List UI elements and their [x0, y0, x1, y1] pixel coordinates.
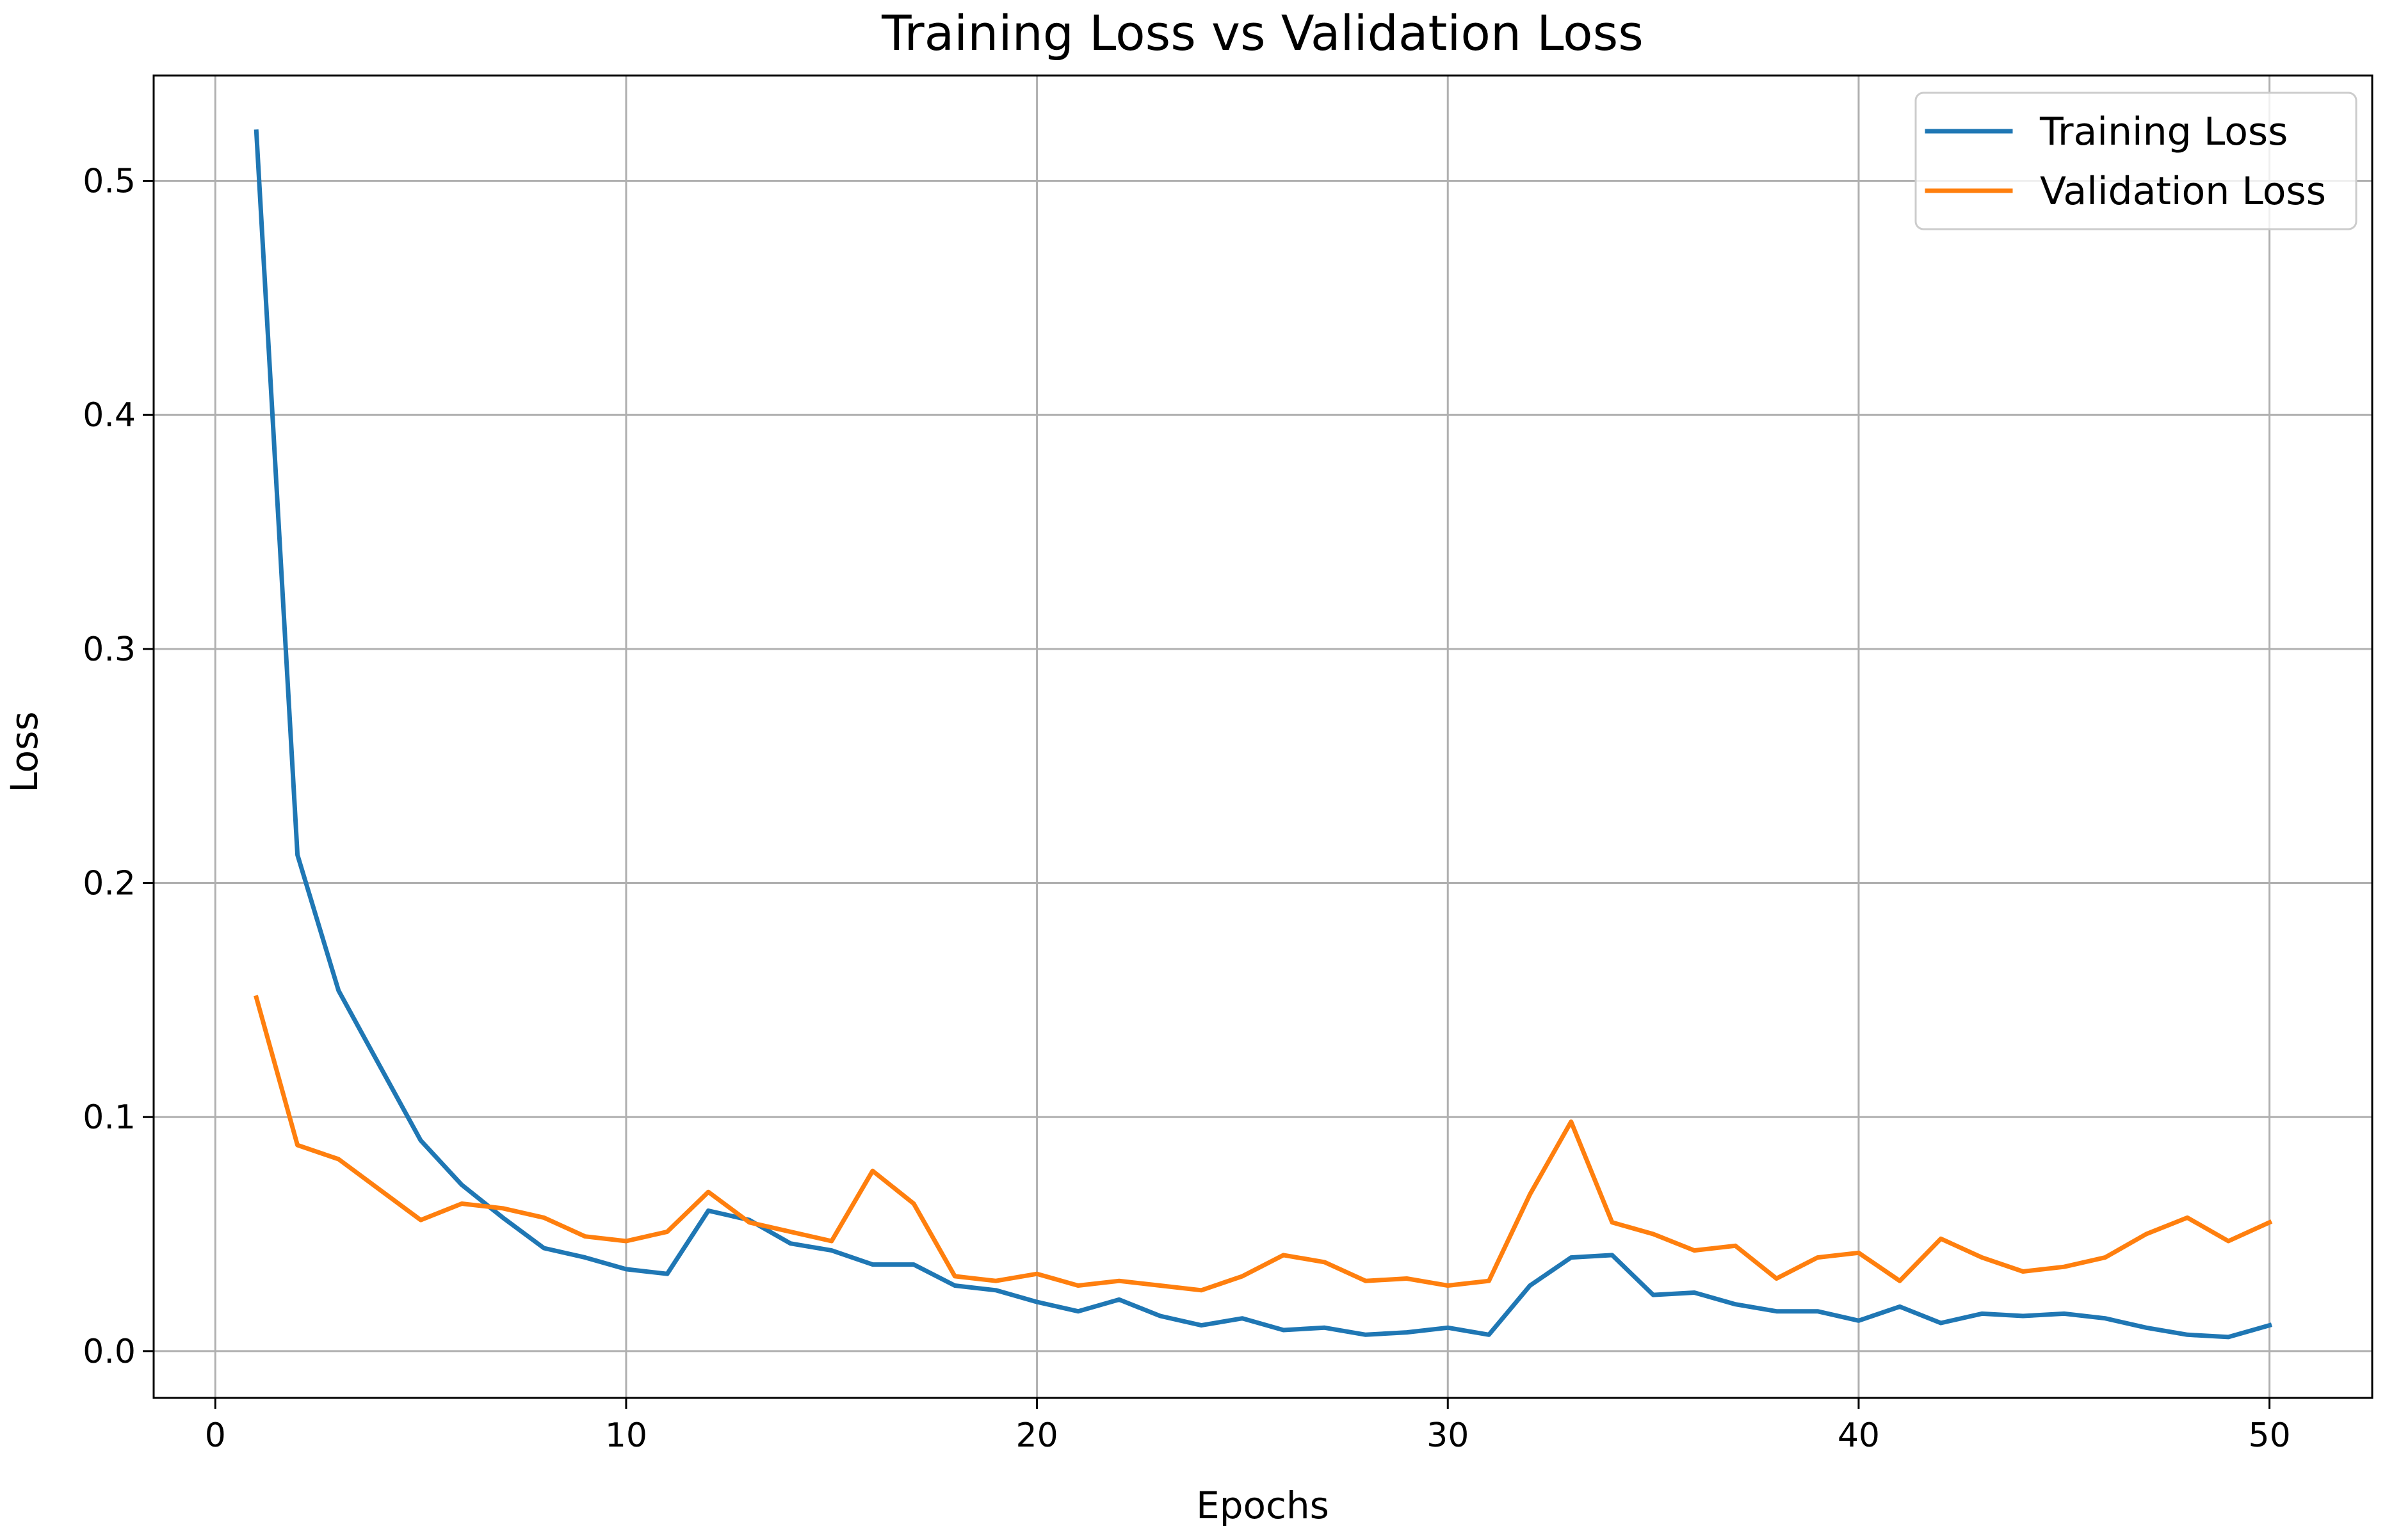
legend-label-validation-loss: Validation Loss	[2040, 169, 2326, 214]
chart-title: Training Loss vs Validation Loss	[881, 4, 1644, 61]
x-tick-label: 50	[2248, 1416, 2290, 1455]
y-tick-label: 0.1	[83, 1098, 136, 1137]
x-tick-label: 20	[1015, 1416, 1058, 1455]
plot-frame	[152, 74, 2373, 1399]
legend: Training Loss Validation Loss	[1914, 92, 2357, 230]
ticks: 0 10 20 30 40 50 0.0 0.1 0.2 0.3 0.4 0.5	[83, 163, 2290, 1455]
x-tick-label: 40	[1838, 1416, 1880, 1455]
grid	[154, 76, 2372, 1398]
legend-box	[1914, 92, 2357, 230]
x-tick-label: 30	[1427, 1416, 1469, 1455]
x-axis-label: Epochs	[1196, 1484, 1329, 1527]
y-axis-label: Loss	[3, 711, 46, 792]
y-tick-label: 0.2	[83, 865, 136, 903]
series-layer	[254, 129, 2273, 1340]
series-line-training-loss	[254, 129, 2272, 1340]
y-tick-label: 0.0	[83, 1333, 136, 1371]
x-tick-label: 10	[605, 1416, 647, 1455]
y-tick-label: 0.5	[83, 163, 136, 201]
legend-label-training-loss: Training Loss	[2039, 109, 2288, 154]
series-line-validation-loss	[254, 995, 2273, 1293]
y-tick-label: 0.4	[83, 396, 136, 435]
y-tick-label: 0.3	[83, 630, 136, 669]
x-tick-label: 0	[205, 1416, 226, 1455]
